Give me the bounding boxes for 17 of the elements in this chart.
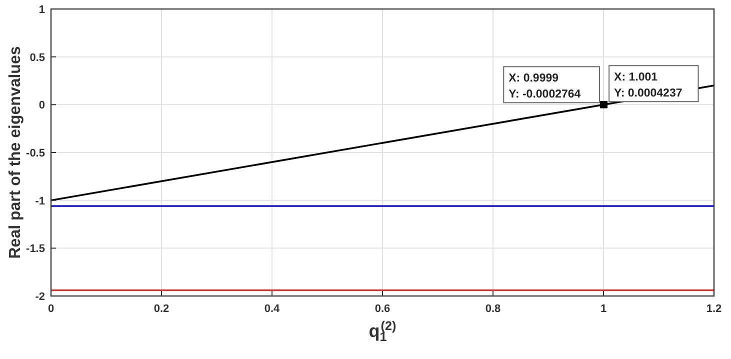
x-tick-label: 0.6 — [374, 303, 390, 315]
y-tick-label: -0.5 — [26, 148, 45, 160]
y-tick-label: 0.5 — [30, 52, 45, 64]
y-tick-label: 0 — [38, 100, 45, 112]
y-tick-label: -1.5 — [26, 243, 45, 256]
x-tick-label: 0.4 — [264, 303, 281, 315]
y-tick-label: -2 — [35, 291, 45, 303]
x-tick-label: 0.8 — [485, 303, 501, 315]
annotation: X: 1.001 Y: 0.0004237 — [614, 72, 682, 100]
y-axis-title: Real part of the eigenvalues — [7, 46, 24, 259]
y-tick-label: 1 — [38, 4, 45, 16]
x-tick-label: 1 — [600, 303, 607, 315]
annotation: X: 0.9999 Y: -0.0002764 — [508, 72, 582, 101]
y-tick-label: -1 — [35, 195, 45, 208]
x-tick-label: 0 — [48, 303, 54, 315]
x-tick-label: 1.2 — [706, 303, 722, 315]
x-tick-label: 0.2 — [154, 303, 170, 315]
